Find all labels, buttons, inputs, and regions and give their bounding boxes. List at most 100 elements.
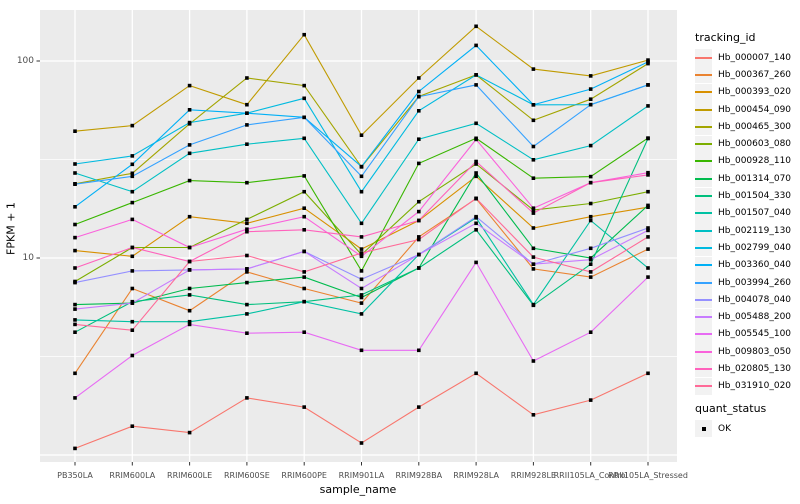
- data-point: [73, 235, 77, 240]
- data-point: [474, 121, 478, 126]
- data-point: [417, 237, 421, 242]
- data-point: [588, 87, 593, 91]
- data-point: [417, 235, 421, 239]
- data-point: [359, 286, 364, 291]
- legend-key-swatch: [695, 377, 712, 395]
- data-point: [73, 248, 77, 253]
- data-point: [646, 170, 650, 175]
- data-point: [531, 413, 536, 417]
- data-point: [302, 189, 306, 194]
- data-point: [130, 319, 135, 324]
- data-point: [417, 209, 421, 214]
- data-point: [187, 308, 192, 313]
- quant-legend-title: quant_status: [695, 401, 767, 415]
- legend-key-line: [695, 195, 712, 198]
- legend-label: Hb_003360_040: [718, 260, 792, 271]
- data-point: [359, 269, 364, 273]
- data-point: [531, 176, 536, 180]
- data-point: [531, 206, 536, 210]
- quant-key-swatch: [695, 420, 712, 438]
- data-point: [359, 247, 364, 251]
- legend-entry: Hb_000454_090: [695, 101, 800, 119]
- data-point: [245, 142, 249, 146]
- data-point: [73, 171, 77, 175]
- legend-entry: Hb_000367_260: [695, 66, 800, 84]
- legend-entry: Hb_001504_330: [695, 187, 800, 205]
- data-point: [359, 312, 364, 316]
- legend-label: Hb_009803_050: [718, 346, 792, 357]
- y-tick-label: 100: [16, 55, 34, 66]
- legend-entry: Hb_000928_110: [695, 152, 800, 170]
- legend-label: Hb_003994_260: [718, 277, 792, 288]
- data-point: [359, 235, 364, 239]
- legend-key-swatch: [695, 118, 712, 136]
- data-point: [588, 97, 593, 101]
- legend-entries: Hb_000007_140 Hb_000367_260 Hb_000393_020 H…: [695, 49, 800, 395]
- data-point: [588, 246, 593, 251]
- legend-entry: Hb_009803_050: [695, 343, 800, 361]
- data-point: [646, 235, 650, 239]
- data-point: [245, 267, 249, 271]
- legend-key-swatch: [695, 152, 712, 170]
- x-tick-label: RRIM928BA: [395, 471, 443, 480]
- data-point: [359, 254, 364, 259]
- legend-entry: Hb_001507_040: [695, 204, 800, 222]
- data-point: [245, 302, 249, 307]
- legend-label: Hb_004078_040: [718, 294, 792, 305]
- data-point: [245, 221, 249, 226]
- data-point: [73, 330, 77, 334]
- data-point: [130, 174, 135, 179]
- data-point: [417, 199, 421, 204]
- legend-key-swatch: [695, 325, 712, 343]
- data-point: [646, 173, 650, 177]
- data-point: [302, 286, 306, 291]
- data-point: [245, 180, 249, 185]
- data-point: [130, 171, 135, 176]
- data-point: [245, 331, 249, 335]
- data-point: [302, 206, 306, 210]
- data-point: [417, 405, 421, 409]
- data-point: [359, 301, 364, 305]
- x-tick-label: RRIM901LA: [338, 471, 385, 480]
- y-axis-title: FPKM + 1: [4, 202, 18, 255]
- legend-key-line: [695, 264, 712, 267]
- legend-key-swatch: [695, 66, 712, 84]
- data-point: [245, 111, 249, 115]
- data-point: [73, 371, 77, 376]
- legend-label: Hb_001504_330: [718, 191, 792, 202]
- data-point: [187, 430, 192, 435]
- data-point: [588, 398, 593, 402]
- legend-key-swatch: [695, 135, 712, 153]
- data-point: [359, 348, 364, 353]
- legend-entry: Hb_002799_040: [695, 239, 800, 257]
- legend-entry: Hb_005488_200: [695, 308, 800, 326]
- legend-key-line: [695, 212, 712, 215]
- data-point: [130, 200, 135, 205]
- data-point: [73, 280, 77, 285]
- data-point: [588, 74, 593, 78]
- legend-label: Hb_005488_200: [718, 312, 792, 323]
- data-point: [474, 83, 478, 87]
- data-point: [646, 60, 650, 64]
- legend-key-swatch: [695, 49, 712, 67]
- data-point: [531, 255, 536, 259]
- data-point: [73, 222, 77, 227]
- legend-key-swatch: [695, 360, 712, 378]
- legend-key-line: [695, 316, 712, 319]
- data-point: [187, 322, 192, 327]
- legend-label: Hb_000454_090: [718, 104, 792, 115]
- x-tick-label: RRIM600LA: [109, 471, 156, 480]
- data-point: [130, 217, 135, 222]
- data-point: [187, 120, 192, 125]
- legend-entry: Hb_003360_040: [695, 256, 800, 274]
- legend-entry: Hb_001314_070: [695, 170, 800, 188]
- legend-key-swatch: [695, 170, 712, 188]
- data-point: [417, 89, 421, 94]
- legend-title: tracking_id: [695, 31, 756, 44]
- data-point: [646, 104, 650, 108]
- data-point: [302, 136, 306, 141]
- data-point: [417, 218, 421, 223]
- data-point: [245, 270, 249, 274]
